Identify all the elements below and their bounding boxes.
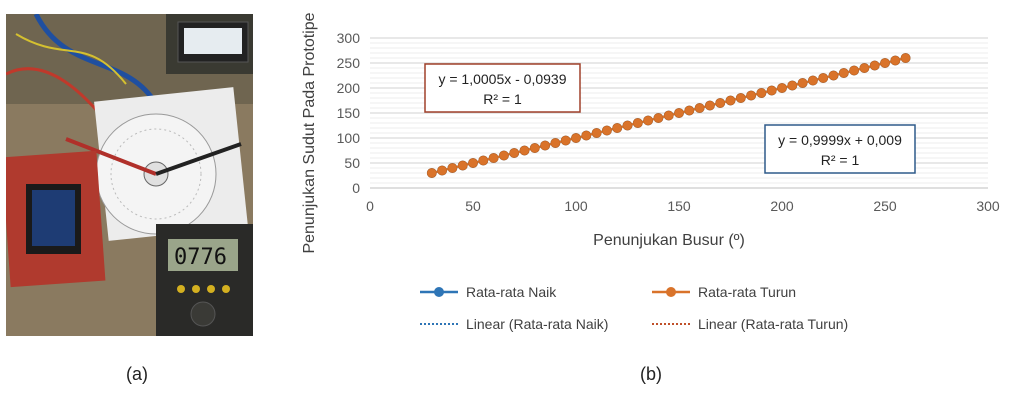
data-point xyxy=(715,98,726,108)
equation-box xyxy=(424,63,581,113)
equation-text: y = 0,9999x + 0,009 xyxy=(778,132,902,148)
data-point xyxy=(746,90,756,101)
data-point xyxy=(735,93,746,103)
equation-annotations: y = 1,0005x - 0,0939 R² = 1 y = 0,9999x + … xyxy=(424,63,916,174)
data-point xyxy=(900,53,911,63)
y-tick-label: 100 xyxy=(337,130,361,146)
data-point xyxy=(571,133,581,143)
legend-label: Rata-rata Naik xyxy=(466,284,557,300)
x-tick-label: 250 xyxy=(873,198,897,214)
x-tick-label: 300 xyxy=(976,198,1000,214)
data-point xyxy=(818,73,829,83)
x-tick-label: 150 xyxy=(667,198,691,214)
data-point xyxy=(643,115,653,126)
y-tick-label: 0 xyxy=(352,180,360,196)
legend-marker-swatch xyxy=(434,287,444,297)
data-point xyxy=(560,135,571,146)
data-point xyxy=(663,110,674,121)
data-point xyxy=(756,88,767,98)
axes: 0 50 100 150 200 250 300 0 50 100 150 200 250 300 xyxy=(337,30,1000,214)
data-point xyxy=(478,155,489,166)
data-point xyxy=(622,120,633,131)
data-point xyxy=(550,138,561,148)
y-tick-label: 300 xyxy=(337,30,361,46)
data-point xyxy=(519,145,530,156)
data-point xyxy=(581,130,592,141)
data-point xyxy=(457,160,468,171)
y-tick-label: 50 xyxy=(344,155,360,171)
y-tick-label: 250 xyxy=(337,55,361,71)
legend-label: Linear (Rata-rata Naik) xyxy=(466,316,608,332)
data-point xyxy=(838,68,849,78)
data-point xyxy=(488,153,499,163)
data-point xyxy=(766,85,777,96)
data-point xyxy=(498,150,509,161)
x-tick-label: 0 xyxy=(366,198,374,214)
data-point xyxy=(890,55,901,66)
equation-text: y = 1,0005x - 0,0939 xyxy=(438,71,566,87)
data-point xyxy=(777,83,787,93)
x-tick-label: 50 xyxy=(465,198,481,214)
data-point xyxy=(849,65,859,76)
data-point xyxy=(529,143,540,153)
data-point xyxy=(437,165,447,176)
data-point xyxy=(591,128,602,138)
equation-box xyxy=(764,124,916,174)
data-point xyxy=(632,118,643,128)
data-point xyxy=(787,80,798,91)
data-point xyxy=(426,168,437,178)
data-point xyxy=(859,63,870,73)
x-tick-label: 200 xyxy=(770,198,794,214)
legend-label: Linear (Rata-rata Turun) xyxy=(698,316,848,332)
caption-b: (b) xyxy=(640,364,662,384)
y-tick-label: 200 xyxy=(337,80,361,96)
legend-marker-swatch xyxy=(666,287,676,297)
caption-a: (a) xyxy=(126,364,148,384)
data-point xyxy=(612,123,623,133)
data-point xyxy=(797,78,808,88)
data-point xyxy=(601,125,612,136)
data-point xyxy=(808,75,818,86)
prototype-photo: 0776 xyxy=(6,14,253,336)
data-point xyxy=(694,103,705,113)
r-squared-text: R² = 1 xyxy=(821,152,860,168)
data-point xyxy=(509,148,520,158)
meter-reading: 0776 xyxy=(174,245,227,270)
y-tick-label: 150 xyxy=(337,105,361,121)
x-tick-label: 100 xyxy=(564,198,588,214)
data-point xyxy=(447,163,458,173)
x-axis-title: Penunjukan Busur (º) xyxy=(593,232,745,249)
y-axis-title: Penunjukan Sudut Pada Prototipe xyxy=(301,12,318,253)
prototype-photo-illustration: 0776 xyxy=(6,14,253,336)
data-point xyxy=(468,158,478,168)
linearity-chart: 0 50 100 150 200 250 300 0 50 100 150 200 250 300 y =… xyxy=(301,12,1000,332)
data-series xyxy=(426,53,911,178)
data-point xyxy=(684,105,695,116)
data-point xyxy=(869,60,880,71)
legend-label: Rata-rata Turun xyxy=(698,284,796,300)
data-point xyxy=(880,58,890,68)
legend: Rata-rata Naik Rata-rata Turun Linear (Rat… xyxy=(420,284,848,332)
data-point xyxy=(725,95,736,106)
r-squared-text: R² = 1 xyxy=(483,91,522,107)
data-point xyxy=(828,70,839,81)
data-point xyxy=(674,108,684,118)
data-point xyxy=(540,140,550,151)
data-point xyxy=(653,113,664,123)
data-point xyxy=(704,100,715,111)
